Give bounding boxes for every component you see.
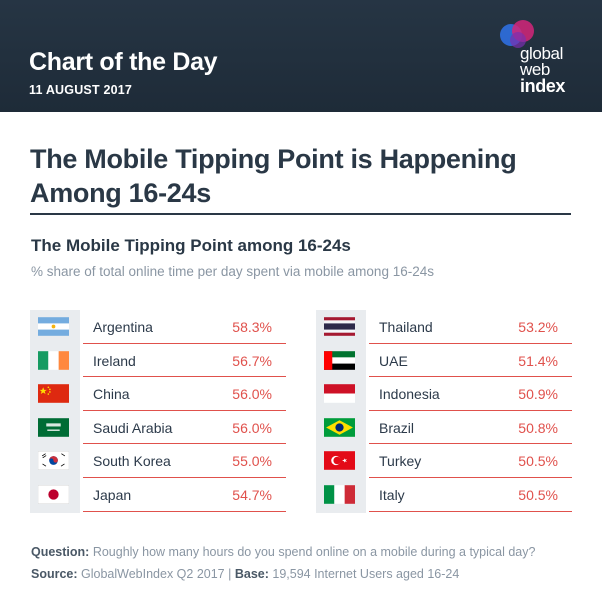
table-row: South Korea 55.0% [83,444,286,478]
flag-strip [30,310,80,513]
thailand-flag-icon [324,317,355,336]
share-value: 56.0% [232,419,272,436]
china-flag-icon [38,384,69,403]
flag-strip [316,310,366,513]
table-row: UAE 51.4% [369,344,572,378]
country-name: Japan [93,486,132,503]
japan-flag-icon [38,485,69,504]
country-name: Turkey [379,453,422,470]
base-label: Base: [234,567,269,581]
country-name: Indonesia [379,386,440,403]
question-text: Roughly how many hours do you spend onli… [89,545,536,559]
country-name: China [93,386,130,403]
turkey-flag-icon [324,451,355,471]
ireland-flag-icon [38,350,69,370]
share-value: 56.0% [232,386,272,403]
country-name: South Korea [93,453,171,470]
country-name: UAE [379,352,408,369]
logo-circles-icon [500,20,534,48]
saudi-arabia-flag-icon [38,417,69,437]
indonesia-flag-icon [324,384,355,403]
header-date: 11 AUGUST 2017 [29,83,133,97]
south-korea-flag-icon [38,451,69,471]
table-rows: Argentina 58.3% Ireland 56.7% China 56.0% Saud… [83,310,286,512]
share-value: 55.0% [232,453,272,470]
table-row: Ireland 56.7% [83,344,286,378]
table-row: Indonesia 50.9% [369,377,572,411]
table-row: Turkey 50.5% [369,444,572,478]
share-value: 58.3% [232,319,272,335]
table-row: Japan 54.7% [83,478,286,512]
logo-word-global: global [520,44,563,63]
share-value: 56.7% [232,352,272,369]
source-text: GlobalWebIndex Q2 2017 | [77,567,235,581]
share-value: 53.2% [518,319,558,335]
globalwebindex-logo: global web index [496,15,592,100]
share-value: 50.5% [518,453,558,470]
share-value: 50.5% [518,486,558,503]
country-name: Saudi Arabia [93,419,173,436]
logo-word-web: web [520,60,550,79]
brazil-flag-icon [324,417,355,437]
page-title: The Mobile Tipping Point is Happening Am… [30,144,517,208]
header-banner: Chart of the Day 11 AUGUST 2017 global w… [0,0,602,112]
base-text: 19,594 Internet Users aged 16-24 [268,567,460,581]
table-rows: Thailand 53.2% UAE 51.4% Indonesia 50.9% Brazi… [369,310,572,512]
footer-question: Question: Roughly how many hours do you … [31,545,535,559]
table-row: Argentina 58.3% [83,310,286,344]
title-divider [30,213,571,215]
chart-title: The Mobile Tipping Point among 16-24s [31,236,351,255]
table-row: Brazil 50.8% [369,411,572,445]
argentina-flag-icon [38,317,69,336]
source-label: Source: [31,567,78,581]
country-name: Argentina [93,319,153,335]
country-name: Italy [379,486,405,503]
share-value: 50.9% [518,386,558,403]
italy-flag-icon [324,485,355,504]
country-name: Thailand [379,319,433,335]
table-row: China 56.0% [83,377,286,411]
table-row: Saudi Arabia 56.0% [83,411,286,445]
question-label: Question: [31,545,90,559]
table-row: Italy 50.5% [369,478,572,512]
header-title: Chart of the Day [29,48,218,76]
share-value: 50.8% [518,419,558,436]
table-row: Thailand 53.2% [369,310,572,344]
share-value: 51.4% [518,352,558,369]
chart-subtitle: % share of total online time per day spe… [31,264,434,279]
footer-source: Source: GlobalWebIndex Q2 2017 | Base: 1… [31,567,459,581]
country-name: Ireland [93,352,136,369]
uae-flag-icon [324,350,355,370]
logo-word-index: index [520,76,566,96]
country-name: Brazil [379,419,415,436]
share-value: 54.7% [232,486,272,503]
